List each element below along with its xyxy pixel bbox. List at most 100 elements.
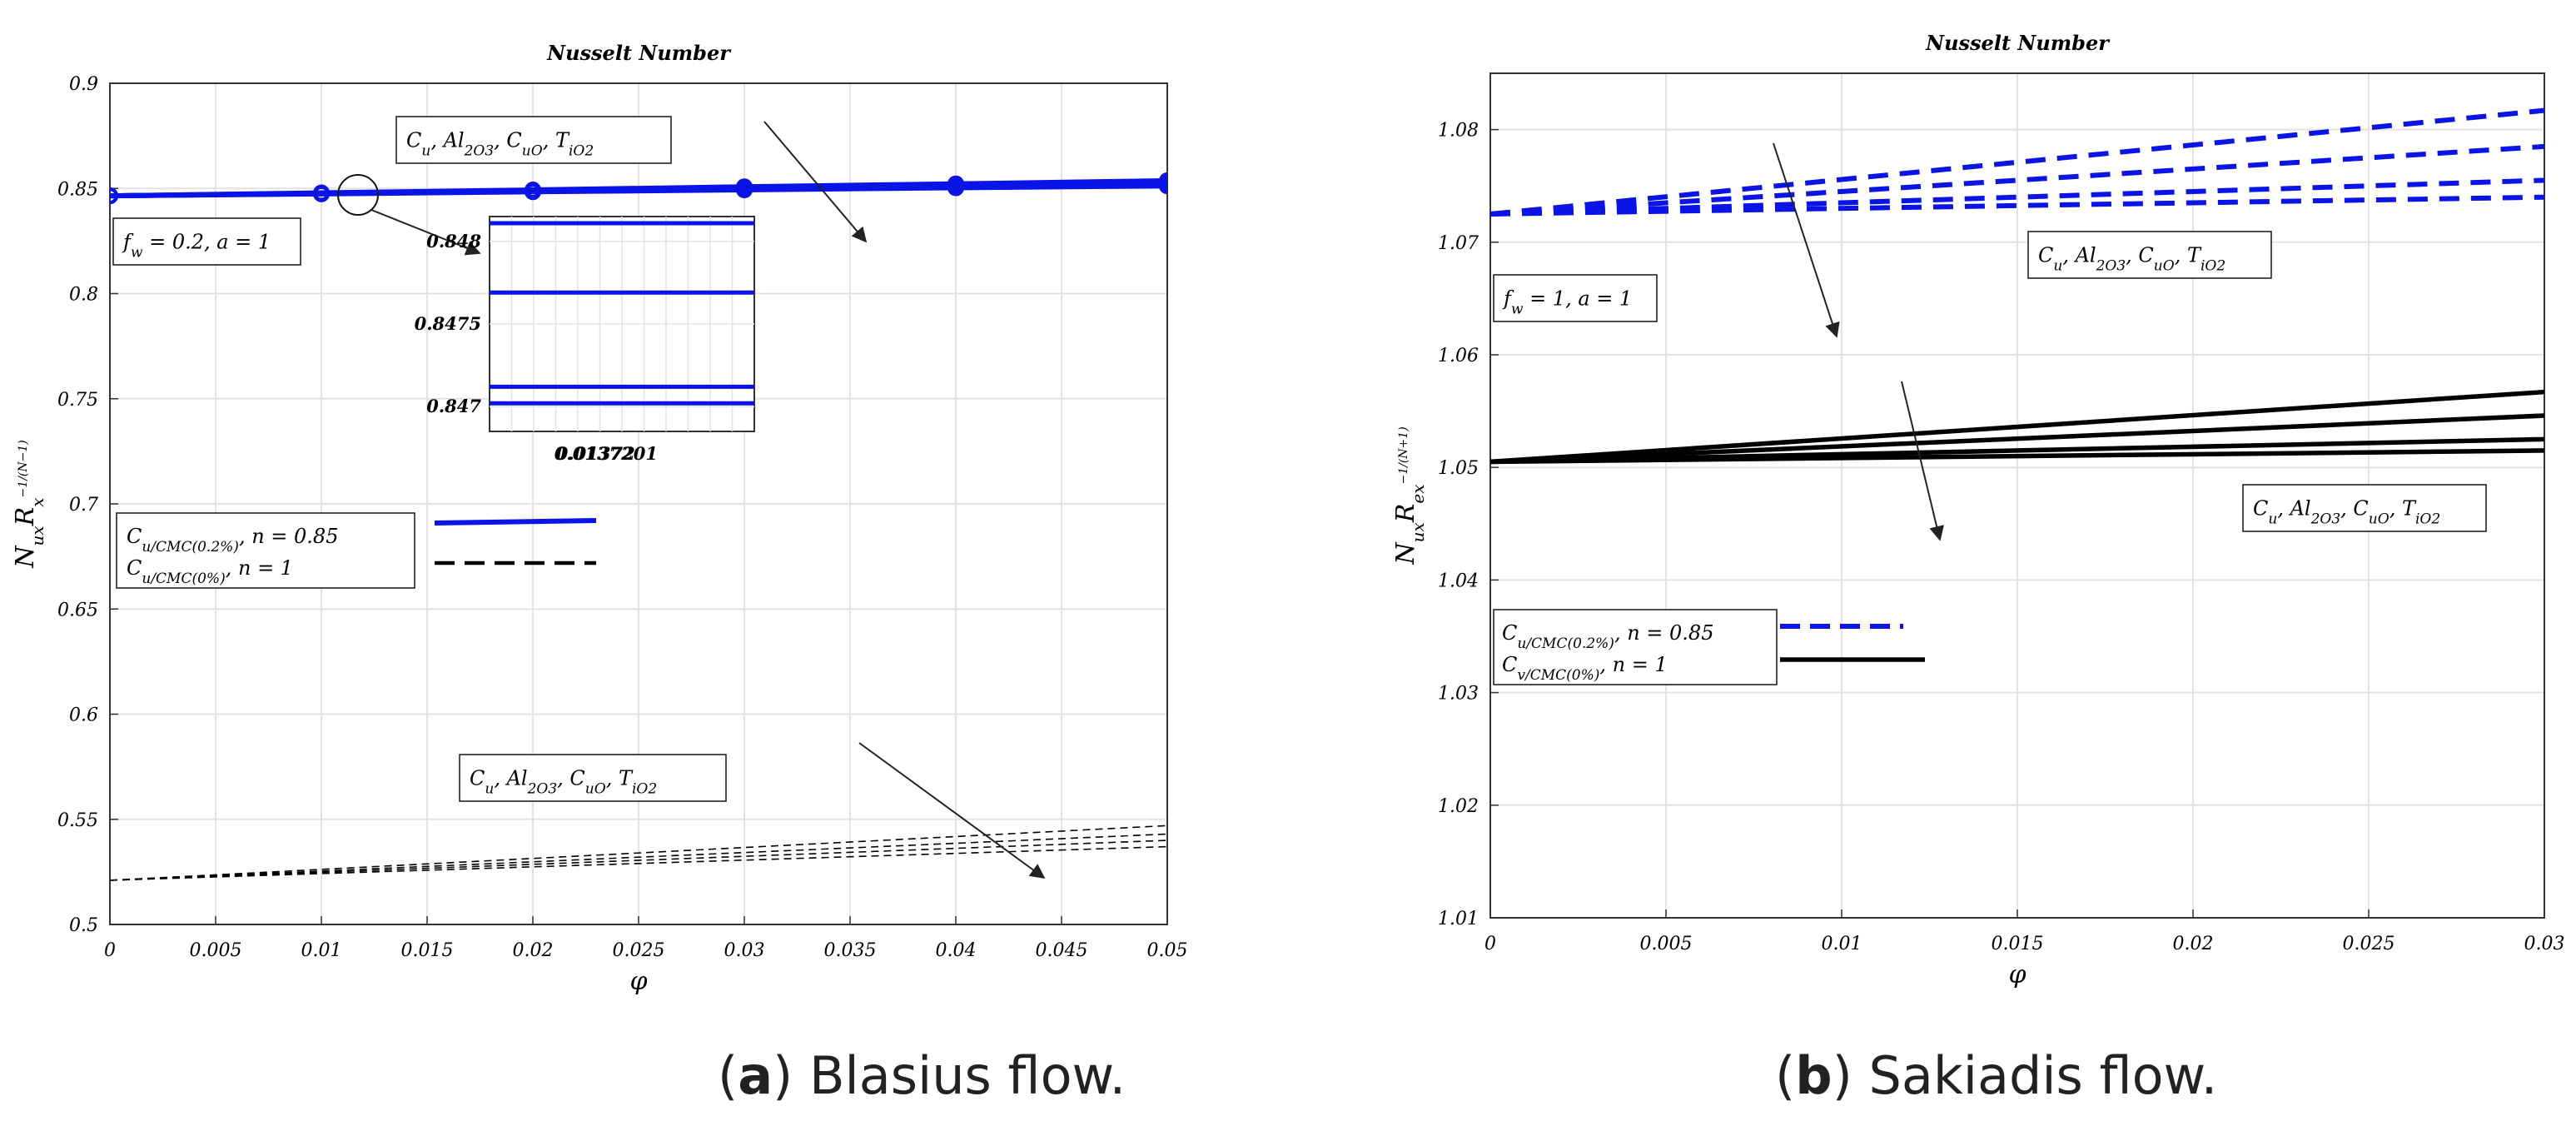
panel-b-legend-label-0: Cu/CMC(0.2%), n = 0.85: [1502, 621, 1713, 652]
panel-a-arrow-top: [763, 121, 868, 243]
panel-a-series-line-5: [110, 833, 1167, 881]
panel-a-ytick-label: 0.8: [69, 285, 98, 306]
panel-a-series-marker: [313, 185, 330, 202]
panel-a-series-marker: [1159, 177, 1167, 195]
panel-a-xtick-label: 0.05: [1147, 940, 1188, 961]
panel-a-xtick-label: 0: [104, 940, 116, 961]
panel-b-xlabel: φ: [2008, 960, 2026, 989]
panel-b-series-line-3: [1490, 194, 2544, 217]
panel-b-series-group: [1490, 107, 2544, 465]
panel-a-xtick-label: 0.025: [613, 940, 665, 961]
panel-b-fw-label-box: [1493, 274, 1658, 322]
panel-a-inset-ytick-label: 0.847: [426, 396, 481, 416]
panel-a-zoom-arrow: [370, 209, 481, 256]
panel-a-ytick-label: 0.85: [57, 179, 98, 200]
panel-a-inset-xtick-label: 0.0137201: [554, 443, 658, 464]
panel-a-ytick-label: 0.55: [57, 810, 98, 831]
panel-b-nano-label-bottom-text: Cu, Al2O3, CuO, TiO2: [2253, 496, 2440, 527]
panel-a-nano-label-top-box: [395, 116, 672, 164]
panel-b-ytick-label: 1.03: [1438, 684, 1479, 705]
panel-a-series-group: [110, 172, 1167, 881]
panel-b-axes-frame: [1489, 72, 2545, 919]
panel-b-xtick-label: 0.02: [2173, 934, 2214, 954]
panel-b-ytick-label: 1.08: [1438, 121, 1479, 142]
panel-b-ytick-label: 1.04: [1438, 571, 1479, 591]
panel-a-xtick-label: 0.02: [513, 940, 554, 961]
panel-b-xtick-label: 0.01: [1822, 934, 1862, 954]
panel-a-legend-line-0: [434, 518, 597, 526]
caption-b-label: b: [1795, 1045, 1833, 1106]
panel-a-series-line-6: [110, 840, 1167, 881]
panel-a-ylabel: NuxRx−1/(N−1): [11, 440, 47, 568]
panel-b-ylabel: NuxRex−1/(N+1): [1391, 426, 1428, 565]
panel-a-inset-ytick-label: 0.848: [426, 231, 481, 252]
panel-a-legend-box: [116, 512, 415, 589]
panel-b-series-line-0: [1490, 107, 2544, 217]
panel-a-legend-label-1: Cu/CMC(0%), n = 1: [127, 556, 293, 587]
panel-b-xtick-label: 0.015: [1992, 934, 2044, 954]
panel-a-xtick-label: 0.005: [190, 940, 242, 961]
panel-a-series-marker: [947, 179, 964, 197]
caption-b: (b) Sakiadis flow.: [1775, 1045, 2218, 1106]
panel-b-ytick-label: 1.05: [1438, 458, 1479, 479]
panel-b-ytick-label: 1.07: [1438, 233, 1479, 254]
panel-a-xtick-label: 0.035: [824, 940, 877, 961]
panel-b-series-line-4: [1490, 389, 2544, 465]
panel-a-xtick-label: 0.015: [401, 940, 454, 961]
panel-b-fw-label-text: fw = 1, a = 1: [1502, 286, 1632, 317]
panel-a-title: Nusselt Number: [546, 41, 732, 65]
panel-a-series-line-4: [110, 825, 1167, 881]
panel-b-nano-label-top-text: Cu, Al2O3, CuO, TiO2: [2038, 243, 2225, 274]
panel-a-ytick-label: 0.7: [69, 495, 98, 516]
panel-b-xtick-label: 0.005: [1640, 934, 1693, 954]
caption-a-label: a: [738, 1045, 773, 1106]
panel-a-inset-xtick-label: 0.01372: [556, 443, 635, 464]
panel-a-series-line-7: [110, 845, 1167, 881]
panel-a-series-marker: [736, 182, 753, 199]
panel-b-ytick-label: 1.06: [1438, 346, 1479, 366]
panel-b-title: Nusselt Number: [1925, 31, 2111, 55]
chart-panel-a: 0 0.005 0.01 0.015 0.02 0.025 0.03 0.035 0.04 0.0…: [11, 41, 1187, 996]
caption-a-text: Blasius flow.: [808, 1045, 1126, 1106]
panel-b-ytick-label: 1.02: [1438, 796, 1479, 817]
panel-a-nano-label-top-text: Cu, Al2O3, CuO, TiO2: [406, 128, 594, 159]
panel-b-ytick-label: 1.01: [1438, 909, 1479, 929]
panel-a-zoom-circle: [337, 174, 379, 216]
panel-a-xtick-label: 0.04: [936, 940, 977, 961]
panel-a-ytick-label: 0.75: [57, 390, 98, 411]
panel-a-axes-frame: [109, 82, 1168, 925]
caption-b-text: Sakiadis flow.: [1868, 1045, 2218, 1106]
panel-a-ytick-label: 0.65: [57, 600, 98, 620]
panel-b-series-line-7: [1490, 448, 2544, 465]
panel-b-series-line-1: [1490, 143, 2544, 217]
panel-a-inset-ytick-label: 0.8475: [415, 313, 481, 334]
panel-a-ytick-label: 0.5: [69, 915, 98, 936]
panel-a-legend-label-0: Cu/CMC(0.2%), n = 0.85: [127, 525, 338, 556]
panel-b-xtick-label: 0.025: [2343, 934, 2395, 954]
panel-a-fw-label-box: [112, 217, 301, 266]
panel-a-nano-label-bottom-box: [459, 754, 727, 802]
panel-a-series-marker: [110, 187, 118, 205]
panel-b-series-line-2: [1490, 177, 2544, 217]
panel-a-xtick-label: 0.045: [1036, 940, 1088, 961]
panel-b-nano-label-bottom-box: [2242, 484, 2487, 532]
panel-a-ytick-label: 0.6: [69, 705, 98, 726]
panel-a-xtick-label: 0.03: [724, 940, 765, 961]
panel-a-series-line-3: [110, 183, 1167, 199]
panel-a-nano-label-bottom-text: Cu, Al2O3, CuO, TiO2: [470, 766, 657, 797]
panel-b-nano-label-top-box: [2027, 231, 2272, 279]
caption-a: (a) Blasius flow.: [718, 1045, 1126, 1106]
chart-panel-b: 0 0.005 0.01 0.015 0.02 0.025 0.03 1.01 1.02 1.03…: [1391, 31, 2564, 989]
panel-b-xtick-label: 0.03: [2524, 934, 2565, 954]
panel-b-series-line-5: [1490, 413, 2544, 465]
panel-a-xlabel: φ: [629, 967, 647, 996]
panel-a-xtick-label: 0.01: [301, 940, 342, 961]
panel-b-arrow-top: [1773, 142, 1840, 338]
panel-a-ytick-label: 0.9: [69, 74, 98, 95]
panel-b-xtick-label: 0: [1484, 934, 1496, 954]
panel-b-legend-label-1: Cv/CMC(0%), n = 1: [1502, 653, 1668, 684]
panel-a-arrow-bottom: [858, 742, 1046, 879]
panel-a-series-marker: [525, 183, 541, 201]
panel-b-arrow-bottom: [1901, 381, 1944, 541]
